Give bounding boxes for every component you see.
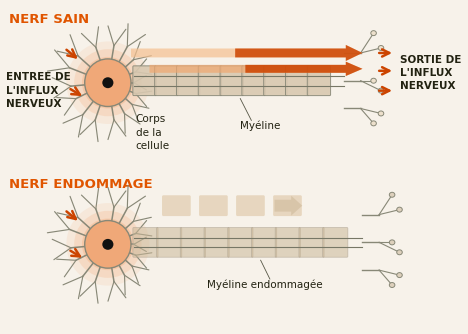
Ellipse shape xyxy=(378,111,384,116)
FancyBboxPatch shape xyxy=(133,227,158,257)
Ellipse shape xyxy=(66,41,149,124)
FancyArrow shape xyxy=(275,196,302,215)
FancyBboxPatch shape xyxy=(228,227,253,257)
Ellipse shape xyxy=(85,59,131,107)
Ellipse shape xyxy=(397,273,402,278)
FancyBboxPatch shape xyxy=(285,66,309,96)
Text: Myéline endommagée: Myéline endommagée xyxy=(207,279,323,290)
Ellipse shape xyxy=(82,57,134,109)
Ellipse shape xyxy=(397,250,402,255)
Ellipse shape xyxy=(389,283,395,288)
Ellipse shape xyxy=(74,49,141,116)
Ellipse shape xyxy=(82,218,134,270)
Ellipse shape xyxy=(397,207,402,212)
Ellipse shape xyxy=(371,78,376,83)
Ellipse shape xyxy=(371,31,376,36)
FancyBboxPatch shape xyxy=(220,66,243,96)
Text: SORTIE DE
L'INFLUX
NERVEUX: SORTIE DE L'INFLUX NERVEUX xyxy=(400,54,461,91)
Text: NERF SAIN: NERF SAIN xyxy=(9,13,89,26)
FancyBboxPatch shape xyxy=(157,227,182,257)
Ellipse shape xyxy=(389,240,395,245)
Ellipse shape xyxy=(378,88,384,93)
FancyBboxPatch shape xyxy=(299,227,324,257)
Text: ENTREE DE
L'INFLUX
NERVEUX: ENTREE DE L'INFLUX NERVEUX xyxy=(6,72,71,109)
FancyBboxPatch shape xyxy=(204,227,229,257)
FancyArrow shape xyxy=(131,45,363,61)
Text: Myéline: Myéline xyxy=(240,120,281,131)
Ellipse shape xyxy=(66,203,149,286)
FancyBboxPatch shape xyxy=(176,66,200,96)
Ellipse shape xyxy=(371,121,376,126)
FancyBboxPatch shape xyxy=(199,195,228,216)
FancyBboxPatch shape xyxy=(180,227,205,257)
Ellipse shape xyxy=(85,220,131,268)
FancyBboxPatch shape xyxy=(275,227,300,257)
Ellipse shape xyxy=(102,239,113,250)
FancyBboxPatch shape xyxy=(198,66,221,96)
Ellipse shape xyxy=(102,77,113,88)
FancyBboxPatch shape xyxy=(273,195,302,216)
Text: NERF ENDOMMAGE: NERF ENDOMMAGE xyxy=(9,178,153,191)
FancyBboxPatch shape xyxy=(133,66,156,96)
FancyBboxPatch shape xyxy=(236,195,265,216)
FancyBboxPatch shape xyxy=(242,66,265,96)
Ellipse shape xyxy=(74,211,141,278)
FancyBboxPatch shape xyxy=(154,66,178,96)
FancyArrow shape xyxy=(235,45,363,61)
FancyArrow shape xyxy=(149,62,363,76)
Ellipse shape xyxy=(389,192,395,197)
FancyBboxPatch shape xyxy=(162,195,191,216)
FancyBboxPatch shape xyxy=(263,66,287,96)
FancyBboxPatch shape xyxy=(307,66,330,96)
FancyBboxPatch shape xyxy=(251,227,277,257)
FancyArrow shape xyxy=(245,62,363,76)
FancyBboxPatch shape xyxy=(322,227,348,257)
Text: Corps
de la
cellule: Corps de la cellule xyxy=(136,115,170,151)
Ellipse shape xyxy=(378,45,384,50)
